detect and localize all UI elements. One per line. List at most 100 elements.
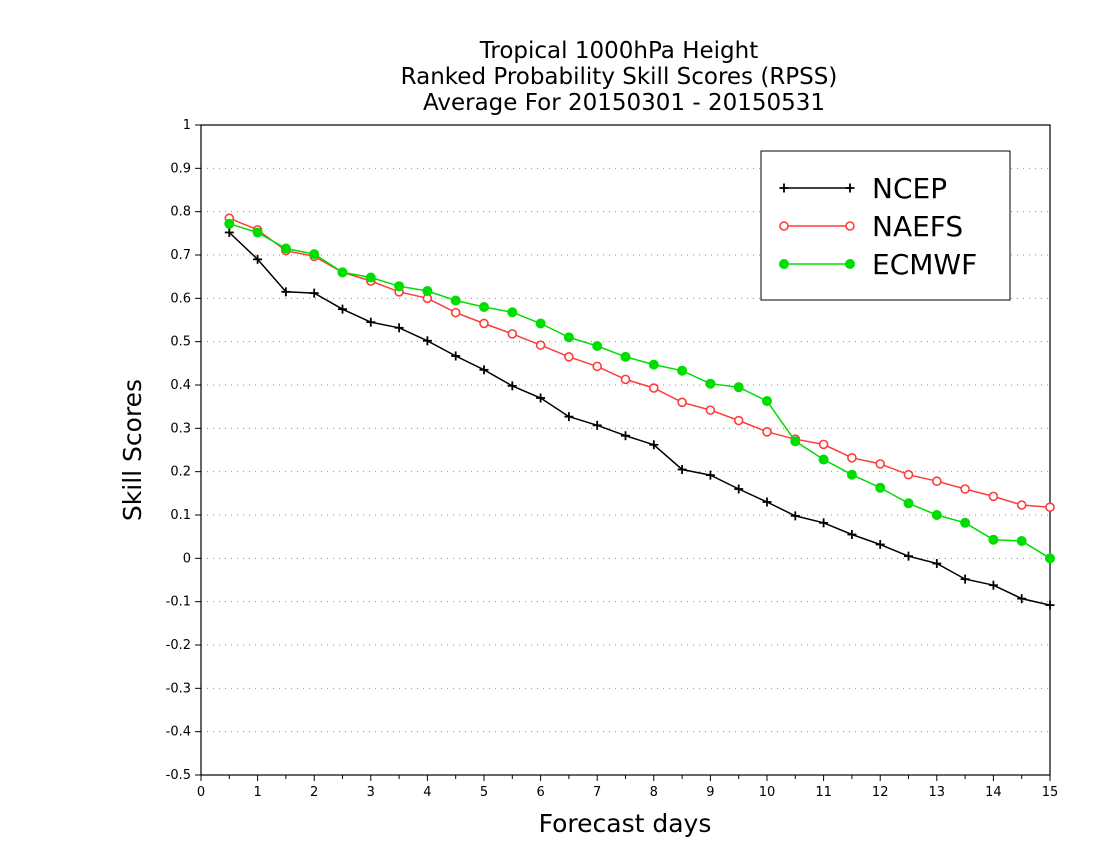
naefs-point [592,361,603,372]
ecmwf-point [648,359,659,370]
x-tick-label: 2 [310,785,318,800]
ncep-point [422,336,432,346]
legend-item-naefs: NAEFS [779,210,963,243]
ncep-point [932,559,942,569]
legend-marker [845,183,855,193]
ecmwf-point [818,454,829,465]
naefs-point [1045,502,1055,513]
ncep-point [281,287,291,297]
ncep-point [394,323,404,333]
series-ecmwf [224,218,1055,564]
ecmwf-point [280,243,291,254]
ecmwf-point [337,267,348,278]
y-tick-label: 0.7 [170,248,191,263]
series-naefs [224,213,1055,513]
ecmwf-point [790,436,801,447]
legend-marker [779,221,789,231]
legend-item-ncep: NCEP [779,172,947,205]
naefs-line [229,217,1051,508]
y-tick-label: -0.1 [166,595,191,610]
y-tick-label: -0.3 [166,681,191,696]
x-tick-label: 11 [815,785,832,800]
ecmwf-point [394,281,405,292]
ncep-point [309,288,319,298]
naefs-point [450,307,461,318]
ecmwf-point [846,469,857,480]
y-tick-label: 0.5 [170,335,191,350]
series-ncep [224,227,1055,610]
ecmwf-point [875,482,886,493]
x-axis-label: Forecast days [539,809,712,838]
naefs-point [762,426,772,437]
naefs-point [960,484,970,494]
x-tick-label: 3 [367,785,375,800]
legend-marker [845,221,855,231]
naefs-point [564,352,574,362]
ncep-point [366,317,376,327]
naefs-point [677,397,687,408]
x-tick-label: 9 [706,785,714,800]
ncep-point [847,530,857,539]
naefs-point [479,318,489,329]
ncep-point [507,381,517,391]
x-tick-label: 14 [985,785,1002,800]
y-tick-label: 0.8 [170,205,191,220]
ncep-point [536,393,546,403]
legend-label-naefs: NAEFS [872,210,963,243]
ncep-point [762,497,772,507]
naefs-point [733,415,744,426]
ncep-point [1045,600,1055,610]
title-line-2: Ranked Probability Skill Scores (RPSS) [401,64,838,90]
y-tick-label: 0.4 [170,378,191,393]
y-tick-label: -0.2 [166,638,191,653]
ncep-point [988,580,998,590]
x-tick-label: 8 [650,785,658,800]
naefs-point [875,459,886,469]
ncep-point [224,227,234,237]
x-tick-label: 0 [197,785,205,800]
ecmwf-point [422,285,433,296]
ncep-point [790,511,800,521]
ecmwf-point [931,510,942,520]
y-tick-label: 0.9 [170,161,191,176]
ecmwf-point [733,382,744,393]
x-tick-label: 6 [536,785,544,800]
x-tick-label: 10 [759,785,776,800]
legend: NCEP NAEFS ECMWF [760,150,1011,301]
naefs-point [1016,500,1027,510]
x-tick-label: 13 [929,785,946,800]
ncep-point [819,518,829,528]
ncep-point [621,431,630,441]
y-axis-label: Skill Scores [118,379,147,521]
data-series [224,213,1055,610]
ecmwf-point [450,295,461,306]
naefs-point [818,439,829,450]
legend-label-ecmwf: ECMWF [872,248,977,281]
naefs-point [847,452,857,463]
ecmwf-point [677,365,688,376]
ecmwf-point [365,272,376,283]
ecmwf-point [762,396,772,407]
naefs-point [648,383,659,393]
naefs-point [535,340,546,350]
title-line-1: Tropical 1000hPa Height [479,38,759,64]
ecmwf-point [309,249,320,260]
legend-label-ncep: NCEP [872,172,947,205]
ncep-point [592,420,602,430]
naefs-point [903,469,914,480]
ecmwf-point [988,534,999,545]
legend-items: NCEP NAEFS ECMWF [779,172,977,281]
ecmwf-point [479,302,489,312]
ncep-point [253,254,263,264]
ncep-point [1017,594,1027,604]
y-tick-label: 0.6 [170,291,191,306]
y-tick-label: 0.2 [170,465,191,480]
ncep-point [705,470,715,480]
legend-item-ecmwf: ECMWF [779,248,977,281]
title-line-3: Average For 20150301 - 20150531 [423,90,825,116]
ecmwf-point [563,332,574,343]
ncep-point [564,412,574,422]
naefs-point [620,374,631,385]
y-tick-label: 0.3 [170,421,191,436]
x-tick-label: 5 [480,785,488,800]
